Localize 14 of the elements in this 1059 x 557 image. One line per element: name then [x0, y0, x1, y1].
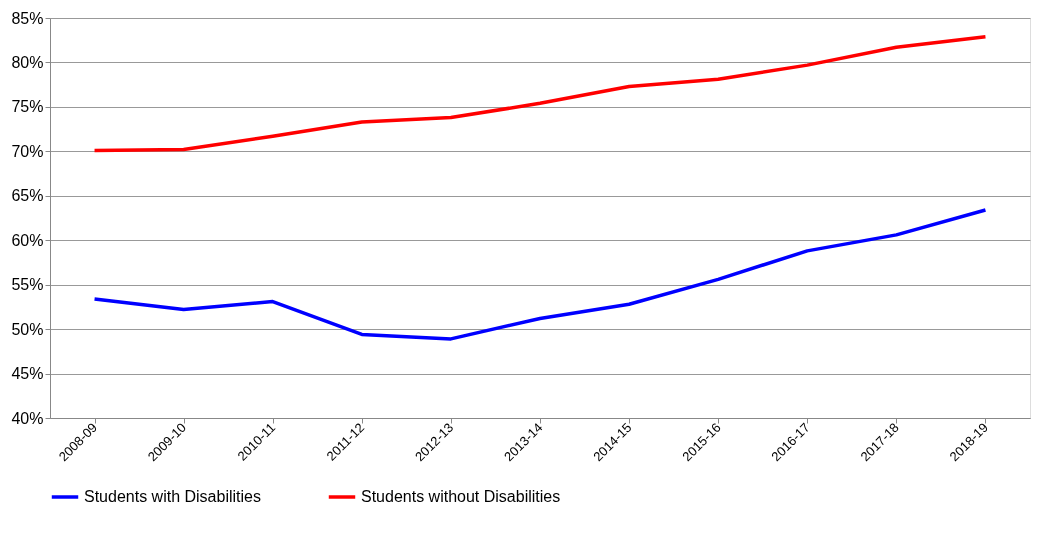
y-tick-label: 65% — [11, 187, 44, 205]
y-tick-label: 70% — [11, 142, 44, 160]
y-tick-label: 80% — [11, 53, 44, 71]
y-tick-label: 55% — [11, 276, 44, 294]
y-tick-label: 85% — [11, 9, 44, 27]
line-series — [92, 208, 988, 341]
y-tick-label: 40% — [11, 409, 44, 427]
legend-label: Students with Disabilities — [84, 488, 261, 505]
y-tick-label: 75% — [11, 98, 44, 116]
y-tick-label: 45% — [11, 365, 44, 383]
line-series — [92, 34, 988, 153]
legend-label: Students without Disabilities — [361, 488, 561, 505]
y-tick-label: 60% — [11, 231, 44, 249]
y-tick-label: 50% — [11, 320, 44, 338]
